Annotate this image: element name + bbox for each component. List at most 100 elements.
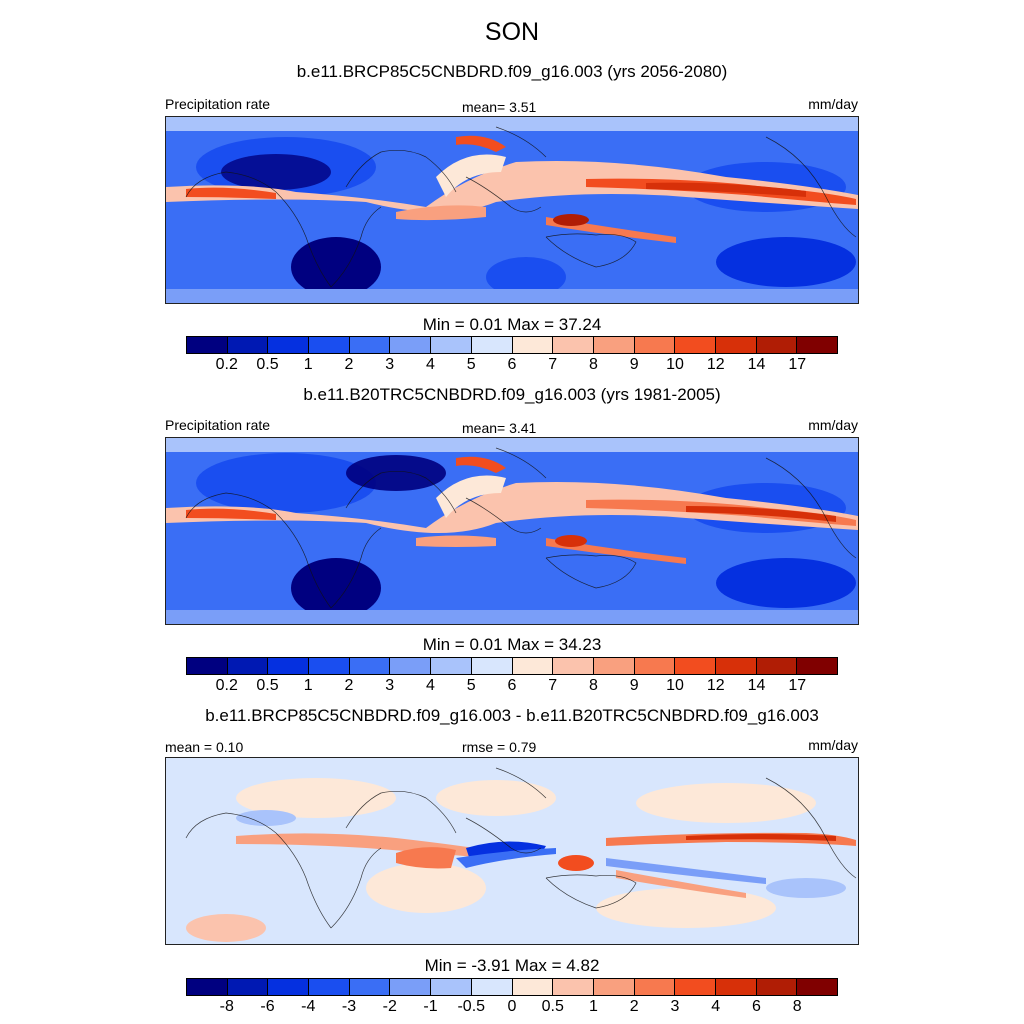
colorbar-tick-label: 3 (385, 677, 395, 694)
panel1-colorbar (186, 336, 838, 354)
colorbar-swatch (349, 979, 391, 995)
colorbar-tick-label: 4 (426, 677, 435, 694)
panel3-rmse-label: rmse = 0.79 (462, 739, 537, 755)
colorbar-tick-label: 2 (629, 998, 639, 1015)
panel2-variable-label: Precipitation rate (165, 417, 271, 433)
colorbar-tick-label: 3 (385, 356, 395, 373)
colorbar-swatch (227, 658, 269, 674)
colorbar-swatch (512, 658, 554, 674)
colorbar-swatch (390, 979, 432, 995)
colorbar-tick-label: 8 (589, 677, 598, 694)
colorbar-swatch (634, 979, 676, 995)
colorbar-tick-label: -0.5 (457, 998, 486, 1015)
colorbar-tick-label: 10 (666, 356, 684, 373)
panel2-map-svg (166, 438, 858, 624)
panel3-colorbar (186, 978, 838, 996)
colorbar-tick-label: 2 (344, 356, 354, 373)
colorbar-tick-label: 0.5 (256, 677, 279, 694)
colorbar-tick-label: 7 (548, 356, 558, 373)
colorbar-tick-label: 17 (788, 677, 807, 694)
panel1-mean-label: mean= 3.51 (462, 99, 537, 115)
colorbar-swatch (797, 979, 837, 995)
colorbar-swatch (553, 658, 594, 674)
panel3-map (165, 757, 859, 945)
colorbar-swatch (471, 658, 513, 674)
colorbar-swatch (268, 979, 310, 995)
colorbar-swatch (187, 979, 228, 995)
panel3-units: mm/day (808, 737, 858, 753)
colorbar-tick-label: 1 (589, 998, 598, 1015)
colorbar-tick-label: 6 (507, 356, 517, 373)
colorbar-tick-label: 14 (747, 677, 766, 694)
colorbar-tick-label: 0 (507, 998, 517, 1015)
colorbar-tick-label: 8 (792, 998, 802, 1015)
colorbar-swatch (309, 979, 350, 995)
colorbar-swatch (593, 658, 635, 674)
colorbar-swatch (675, 658, 716, 674)
colorbar-swatch (593, 337, 635, 353)
colorbar-tick-label: 0.2 (215, 356, 238, 373)
panel1-case-title: b.e11.BRCP85C5CNBDRD.f09_g16.003 (yrs 20… (296, 62, 728, 81)
panel2-map (165, 437, 859, 625)
colorbar-tick-label: 0.5 (256, 356, 279, 373)
panel2-minmax: Min = 0.01 Max = 34.23 (422, 635, 602, 654)
colorbar-swatch (512, 979, 554, 995)
panel3-mean-label: mean = 0.10 (165, 739, 244, 755)
colorbar-swatch (309, 337, 350, 353)
colorbar-swatch (227, 337, 269, 353)
colorbar-swatch (756, 979, 798, 995)
colorbar-tick-label: 4 (426, 356, 435, 373)
panel2-case-title: b.e11.B20TRC5CNBDRD.f09_g16.003 (yrs 198… (303, 385, 721, 404)
colorbar-swatch (471, 979, 513, 995)
colorbar-tick-label: -2 (382, 998, 397, 1015)
colorbar-tick-label: -6 (260, 998, 275, 1015)
panel2-units: mm/day (808, 417, 858, 433)
colorbar-swatch (797, 658, 837, 674)
panel1-map-svg (166, 117, 858, 303)
colorbar-tick-label: -1 (423, 998, 438, 1015)
panel1-colorbar-ticks: 0.2 0.5 1 2 3 4 5 6 7 8 9 10 12 14 17 (186, 356, 838, 376)
colorbar-tick-label: 9 (629, 677, 639, 694)
colorbar-swatch (553, 337, 594, 353)
colorbar-swatch (634, 658, 676, 674)
panel3-case-title: b.e11.BRCP85C5CNBDRD.f09_g16.003 - b.e11… (205, 706, 819, 725)
colorbar-tick-label: -8 (219, 998, 234, 1015)
colorbar-swatch (187, 658, 228, 674)
season-title: SON (484, 18, 540, 46)
colorbar-tick-label: 9 (629, 356, 639, 373)
colorbar-swatch (349, 658, 391, 674)
panel1-minmax: Min = 0.01 Max = 37.24 (422, 315, 602, 334)
colorbar-tick-label: 14 (747, 356, 766, 373)
colorbar-tick-label: 12 (706, 356, 725, 373)
colorbar-tick-label: 6 (752, 998, 761, 1015)
colorbar-tick-label: 5 (466, 677, 476, 694)
panel1-units: mm/day (808, 96, 858, 112)
panel2-colorbar-ticks: 0.2 0.5 1 2 3 4 5 6 7 8 9 10 12 14 17 (186, 677, 838, 697)
panel3-minmax: Min = -3.91 Max = 4.82 (424, 956, 600, 975)
colorbar-swatch (593, 979, 635, 995)
colorbar-swatch (349, 337, 391, 353)
colorbar-swatch (390, 337, 432, 353)
colorbar-swatch (715, 337, 757, 353)
colorbar-tick-label: 2 (344, 677, 354, 694)
colorbar-tick-label: 5 (466, 356, 476, 373)
colorbar-tick-label: 10 (666, 677, 684, 694)
panel1-map (165, 116, 859, 304)
colorbar-swatch (268, 658, 310, 674)
colorbar-tick-label: 4 (711, 998, 721, 1015)
colorbar-swatch (675, 337, 716, 353)
colorbar-tick-label: -4 (301, 998, 316, 1015)
colorbar-swatch (227, 979, 269, 995)
colorbar-swatch (187, 337, 228, 353)
colorbar-tick-label: 6 (507, 677, 517, 694)
colorbar-swatch (756, 658, 798, 674)
panel3-map-svg (166, 758, 858, 944)
colorbar-tick-label: 17 (788, 356, 807, 373)
colorbar-tick-label: 8 (589, 356, 598, 373)
colorbar-tick-label: -3 (341, 998, 357, 1015)
colorbar-swatch (431, 337, 472, 353)
colorbar-swatch (268, 337, 310, 353)
panel3-colorbar-ticks: -8 -6 -4 -3 -2 -1 -0.5 0 0.5 1 2 3 4 6 8 (186, 998, 838, 1018)
colorbar-swatch (390, 658, 432, 674)
colorbar-swatch (715, 658, 757, 674)
